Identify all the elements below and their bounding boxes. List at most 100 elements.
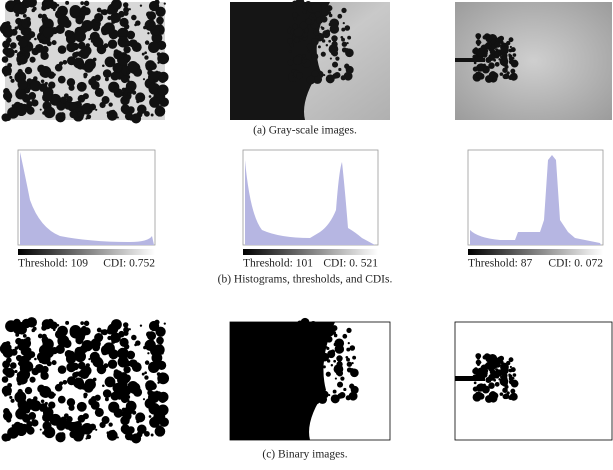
foliage <box>287 38 293 44</box>
foliage <box>163 322 166 325</box>
foliage <box>307 374 311 378</box>
gray-image-1 <box>0 0 170 124</box>
foliage <box>506 40 511 46</box>
foliage <box>126 398 130 402</box>
foliage <box>21 338 32 349</box>
histogram-3 <box>467 149 604 255</box>
foliage <box>349 345 356 351</box>
foliage <box>72 52 79 59</box>
foliage <box>487 355 490 358</box>
foliage <box>512 57 515 60</box>
foliage <box>337 13 343 19</box>
foliage <box>298 375 308 385</box>
foliage <box>313 29 320 36</box>
foliage <box>489 49 496 55</box>
foliage <box>127 412 131 416</box>
foliage <box>102 64 105 68</box>
foliage <box>148 71 160 84</box>
foliage <box>68 404 75 411</box>
foliage <box>119 337 129 347</box>
foliage <box>32 6 37 11</box>
foliage <box>341 41 348 47</box>
foliage <box>41 319 53 330</box>
foliage <box>160 55 164 58</box>
foliage <box>6 417 12 423</box>
foliage <box>7 426 19 439</box>
foliage <box>131 14 137 21</box>
foliage <box>316 390 324 397</box>
foliage <box>66 42 77 53</box>
foliage <box>77 414 86 423</box>
foliage <box>42 338 54 350</box>
binary-image-2 <box>229 317 391 441</box>
foliage <box>17 399 28 410</box>
foliage <box>126 350 136 360</box>
foliage <box>485 395 493 403</box>
foliage <box>26 426 35 435</box>
foliage <box>508 395 513 400</box>
foliage <box>124 360 130 366</box>
foliage <box>320 26 323 29</box>
foliage <box>312 369 315 373</box>
foliage <box>43 106 56 119</box>
foliage <box>66 78 76 87</box>
foliage <box>144 371 147 375</box>
foliage <box>69 325 82 337</box>
foliage <box>40 371 49 381</box>
foliage <box>331 41 338 48</box>
foliage <box>143 430 150 437</box>
foliage <box>2 368 8 375</box>
foliage <box>478 73 485 80</box>
foliage <box>2 347 14 358</box>
foliage <box>498 378 501 381</box>
foliage <box>42 347 54 359</box>
foliage <box>504 384 509 389</box>
foliage <box>92 356 104 368</box>
foliage <box>108 402 116 410</box>
foliage <box>144 360 150 365</box>
foliage <box>131 410 137 415</box>
foliage <box>334 344 345 354</box>
foliage <box>502 394 508 400</box>
foliage <box>108 102 113 107</box>
foliage <box>508 75 513 80</box>
foliage <box>26 42 32 47</box>
foliage <box>119 17 129 27</box>
foliage <box>79 330 86 338</box>
foliage <box>40 79 45 84</box>
foliage <box>51 360 57 366</box>
foliage <box>147 32 150 35</box>
foliage <box>10 78 15 83</box>
foliage <box>75 336 84 345</box>
foliage <box>159 101 162 104</box>
foliage <box>306 75 316 85</box>
foliage <box>57 365 67 374</box>
foliage <box>14 26 19 30</box>
foliage <box>298 337 302 341</box>
foliage <box>146 331 157 341</box>
foliage <box>81 20 93 32</box>
foliage <box>476 43 480 46</box>
foliage <box>19 55 28 65</box>
foliage <box>5 115 11 121</box>
foliage <box>305 18 312 25</box>
foliage <box>134 23 138 27</box>
foliage <box>24 66 33 75</box>
foliage <box>485 57 492 64</box>
foliage <box>332 389 337 394</box>
foliage <box>22 333 27 338</box>
foliage <box>34 364 44 373</box>
foliage <box>309 347 314 353</box>
foliage <box>148 0 160 12</box>
foliage <box>154 106 166 117</box>
foliage <box>494 381 500 387</box>
foliage <box>26 106 35 115</box>
foliage <box>488 382 495 389</box>
foliage <box>104 376 116 388</box>
foliage <box>94 354 98 359</box>
foliage <box>301 58 307 64</box>
foliage <box>76 401 87 412</box>
foliage <box>9 395 13 399</box>
foliage <box>83 382 94 393</box>
foliage <box>494 41 501 48</box>
